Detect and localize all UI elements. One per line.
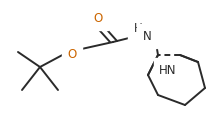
Text: O: O [93, 11, 103, 24]
Text: O: O [67, 48, 77, 61]
Text: H: H [134, 21, 142, 34]
Text: HN: HN [159, 63, 177, 76]
Text: N: N [143, 30, 151, 43]
